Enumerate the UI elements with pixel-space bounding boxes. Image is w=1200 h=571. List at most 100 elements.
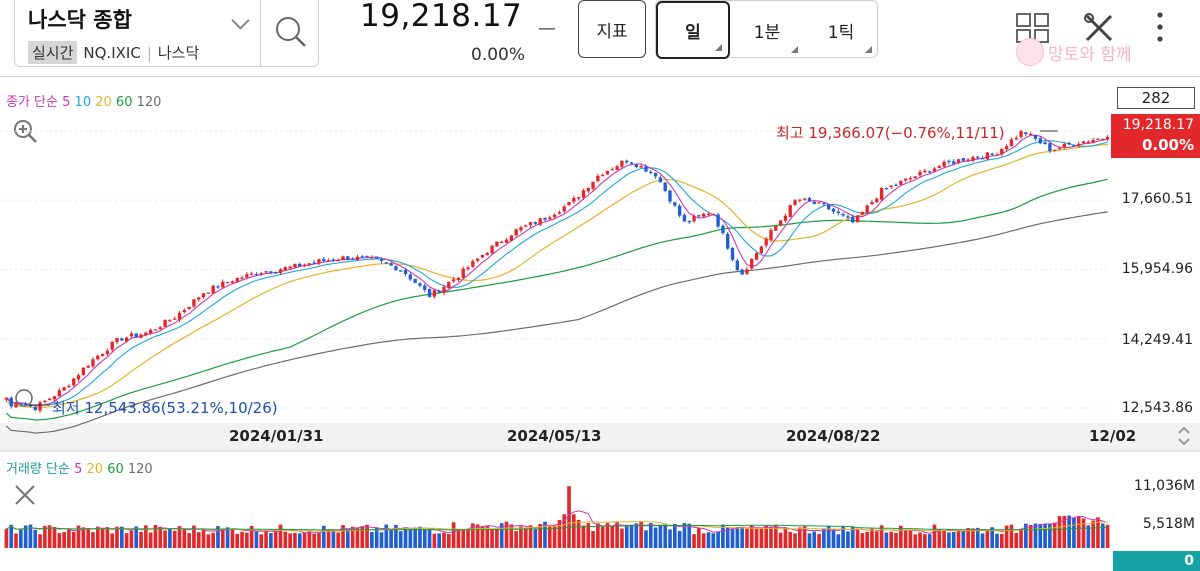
legend-ma60: 60 xyxy=(115,95,133,110)
close-icon[interactable] xyxy=(14,484,36,510)
volume-bar xyxy=(826,525,831,548)
period-1tick-button[interactable]: 1틱 xyxy=(804,1,878,59)
period-day-button[interactable]: 일 xyxy=(656,1,730,59)
zoom-in-icon[interactable] xyxy=(12,118,38,148)
ma5-line xyxy=(6,134,1108,407)
tools-icon[interactable] xyxy=(1082,11,1116,49)
candle xyxy=(57,390,61,396)
candle xyxy=(495,241,499,247)
search-button[interactable] xyxy=(260,0,321,67)
candle xyxy=(677,205,682,216)
x-axis-band xyxy=(0,423,1200,451)
volume-bar xyxy=(879,525,884,548)
change-percent: 0.00% xyxy=(471,45,526,65)
volume-bar xyxy=(321,525,326,548)
symbol-search-box[interactable] xyxy=(14,0,319,67)
candle xyxy=(4,397,9,400)
index-name[interactable]: 나스닥 종합 xyxy=(28,8,132,32)
candle xyxy=(235,277,239,282)
market-name: 나스닥 xyxy=(157,44,200,62)
price-grid xyxy=(0,130,1110,409)
candle xyxy=(403,269,408,275)
volume-bar xyxy=(749,525,754,548)
candle xyxy=(423,285,427,290)
indicator-button[interactable]: 지표 xyxy=(578,0,646,58)
candle xyxy=(120,338,124,341)
candle xyxy=(384,262,388,264)
candle xyxy=(389,263,393,266)
volume-bar xyxy=(769,527,773,548)
candle xyxy=(740,269,744,275)
candle xyxy=(793,200,797,205)
volume-bar xyxy=(1009,524,1014,548)
more-menu-icon[interactable] xyxy=(1152,10,1168,50)
candle xyxy=(129,333,134,337)
volume-bar xyxy=(158,526,163,548)
volume-bar xyxy=(889,531,894,548)
layout-grid-icon[interactable] xyxy=(1016,13,1050,47)
volume-bar xyxy=(317,532,321,548)
candle xyxy=(408,274,413,280)
candle xyxy=(288,266,292,269)
candle xyxy=(480,255,485,258)
volume-bar xyxy=(648,523,653,548)
volume-bar xyxy=(1100,523,1105,548)
candle xyxy=(298,263,302,267)
period-1min-button[interactable]: 1분 xyxy=(730,1,804,59)
volume-bar xyxy=(365,524,369,548)
candle xyxy=(567,202,571,206)
candle xyxy=(490,245,494,254)
volume-bar xyxy=(980,533,985,548)
candle xyxy=(701,213,706,217)
expand-axis-icon[interactable] xyxy=(1176,425,1192,451)
volume-bar xyxy=(254,531,259,548)
candle xyxy=(442,286,446,293)
candle xyxy=(923,170,927,173)
volume-bar xyxy=(240,531,244,548)
volume-bar xyxy=(1081,518,1086,548)
watermark-text: 망토와 함께 xyxy=(1048,44,1132,65)
volume-bar xyxy=(336,532,341,548)
volume-bar xyxy=(591,530,595,548)
candle xyxy=(706,213,711,215)
candle xyxy=(322,258,326,261)
volume-bar xyxy=(668,529,672,548)
volume-bar xyxy=(913,534,918,548)
volume-bar xyxy=(956,530,961,548)
candle xyxy=(432,290,437,297)
volume-bar xyxy=(605,523,610,548)
volume-bar xyxy=(543,521,547,548)
candle xyxy=(649,171,653,173)
candle xyxy=(182,310,187,313)
candle xyxy=(471,261,475,267)
candle xyxy=(148,329,153,334)
volume-bar xyxy=(485,525,490,548)
volume-bar xyxy=(932,524,937,548)
volume-bar xyxy=(966,528,970,548)
candle xyxy=(831,208,836,212)
candle xyxy=(817,202,821,204)
volume-bar xyxy=(721,524,725,548)
candle xyxy=(399,270,403,272)
candle xyxy=(1062,143,1067,148)
candle xyxy=(394,266,398,271)
candle xyxy=(38,402,42,411)
volume-bar xyxy=(999,533,1004,548)
volume-bar xyxy=(528,525,533,548)
search-icon xyxy=(276,17,306,47)
candle xyxy=(750,259,754,269)
ma20-line xyxy=(5,144,1108,409)
volume-bar xyxy=(653,527,658,548)
x-label-3: 2024/08/22 xyxy=(786,427,881,445)
candle xyxy=(365,255,369,258)
candle xyxy=(851,216,855,223)
candle xyxy=(115,337,119,343)
volume-bar xyxy=(302,532,307,548)
candle xyxy=(956,159,961,164)
candle xyxy=(1033,135,1038,139)
volume-bar xyxy=(288,533,292,548)
candle xyxy=(331,259,336,261)
count-box[interactable]: 282 xyxy=(1117,87,1195,109)
volume-bar xyxy=(225,527,230,548)
